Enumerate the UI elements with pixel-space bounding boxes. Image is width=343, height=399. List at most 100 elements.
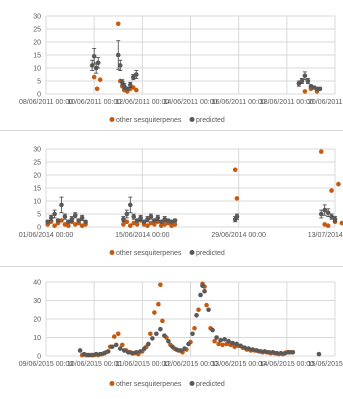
- point-predicted: [258, 349, 264, 354]
- point-predicted: [117, 346, 123, 351]
- point-predicted: [242, 345, 247, 350]
- point-other-sesquiterpenes: [212, 338, 217, 344]
- point-predicted: [150, 336, 155, 341]
- point-predicted: [182, 346, 187, 351]
- y-tick-label: 15: [33, 186, 41, 193]
- chart-2014: 0 5 10 15 20 25 30 01/06/2014 00:00 15/06/2014 0…: [19, 147, 343, 257]
- point-predicted: [218, 337, 223, 343]
- point-other-sesquiterpenes: [59, 218, 64, 223]
- point-predicted: [274, 350, 280, 356]
- point-predicted: [59, 202, 64, 208]
- y-tick-label: 0: [37, 92, 41, 99]
- x-tick-label: 14/06/2015 00:00: [260, 361, 315, 368]
- point-other-sesquiterpenes: [160, 318, 165, 324]
- point-predicted: [190, 331, 195, 337]
- point-predicted: [158, 219, 164, 225]
- legend-label: predicted: [196, 117, 225, 124]
- point-predicted: [234, 341, 239, 347]
- point-other-sesquiterpenes: [145, 223, 150, 228]
- point-predicted: [200, 283, 205, 288]
- point-predicted: [145, 216, 150, 222]
- point-predicted: [148, 214, 154, 219]
- point-predicted: [121, 348, 127, 353]
- point-predicted: [230, 340, 235, 346]
- point-predicted: [254, 348, 260, 353]
- point-predicted: [250, 347, 256, 352]
- point-predicted: [79, 215, 85, 221]
- point-predicted: [127, 82, 133, 88]
- point-predicted: [214, 335, 219, 340]
- point-other-sesquiterpenes: [152, 310, 157, 315]
- point-predicted: [55, 218, 61, 223]
- y-tick-label: 5: [37, 212, 41, 219]
- x-tick-label: 16/06/2011 00:00: [212, 99, 266, 106]
- x-tick-label: 11/06/2015 00:00: [115, 361, 169, 368]
- point-predicted: [198, 292, 203, 298]
- point-predicted: [113, 342, 119, 348]
- point-other-sesquiterpenes: [121, 222, 126, 227]
- point-predicted: [332, 216, 338, 222]
- point-predicted: [81, 351, 87, 357]
- point-other-sesquiterpenes: [124, 219, 130, 225]
- point-predicted: [278, 350, 284, 356]
- point-predicted: [91, 54, 97, 59]
- point-predicted: [290, 350, 296, 355]
- chart-panel-2015: 0 10 20 30 40 09/06/2015 00:00 10/06/2015 00:0…: [0, 270, 343, 394]
- y-tick-label: 5: [37, 79, 41, 86]
- point-predicted: [174, 347, 179, 352]
- point-predicted: [48, 215, 54, 221]
- point-predicted: [77, 348, 83, 353]
- x-tick-label: 29/06/2014 00:00: [211, 232, 266, 239]
- point-predicted: [246, 346, 252, 351]
- y-tick-label: 30: [33, 147, 41, 154]
- point-predicted: [124, 211, 130, 217]
- point-predicted: [134, 218, 140, 223]
- point-predicted: [166, 338, 171, 344]
- y-tick-label: 20: [33, 173, 41, 180]
- y-tick-label: 30: [33, 298, 41, 305]
- x-tick-label: 10/06/2015 00:00: [67, 361, 122, 368]
- point-other-sesquiterpenes: [158, 282, 163, 288]
- y-tick-label: 25: [33, 27, 41, 34]
- point-other-sesquiterpenes: [131, 85, 136, 90]
- point-other-sesquiterpenes: [119, 342, 125, 348]
- point-predicted: [238, 343, 243, 349]
- legend-marker-predicted: [189, 117, 195, 122]
- point-predicted: [318, 211, 324, 217]
- point-predicted: [305, 78, 311, 84]
- panel-divider: [0, 266, 343, 267]
- point-other-sesquiterpenes: [111, 334, 117, 339]
- point-predicted: [316, 351, 322, 357]
- point-other-sesquiterpenes: [94, 86, 100, 92]
- point-predicted: [109, 344, 115, 350]
- point-predicted: [325, 210, 331, 215]
- point-other-sesquiterpenes: [339, 220, 343, 226]
- x-tick-label: 09/06/2015 00:00: [19, 361, 74, 368]
- point-other-sesquiterpenes: [134, 87, 139, 93]
- legend-marker-predicted: [189, 250, 195, 255]
- point-other-sesquiterpenes: [156, 301, 161, 307]
- point-predicted: [142, 346, 147, 351]
- point-predicted: [234, 214, 240, 219]
- y-tick-label: 10: [33, 66, 41, 73]
- point-predicted: [210, 327, 215, 333]
- x-tick-label: 20/06/2011 00:00: [308, 99, 343, 106]
- point-other-sesquiterpenes: [66, 223, 71, 228]
- x-tick-label: 15/06/2014 00:00: [115, 232, 170, 239]
- point-predicted: [138, 215, 143, 221]
- point-predicted: [162, 333, 167, 338]
- y-tick-label: 25: [33, 160, 41, 167]
- point-predicted: [152, 218, 157, 223]
- point-predicted: [194, 313, 199, 318]
- point-predicted: [83, 219, 88, 225]
- point-other-sesquiterpenes: [115, 21, 121, 27]
- y-tick-label: 10: [33, 335, 41, 342]
- legend-marker-other-sesquiterpenes: [109, 381, 115, 386]
- x-tick-label: 01/06/2014 00:00: [19, 232, 74, 239]
- point-predicted: [178, 348, 183, 353]
- point-predicted: [129, 350, 135, 356]
- point-predicted: [206, 307, 211, 313]
- y-tick-label: 40: [33, 280, 41, 287]
- point-predicted: [202, 288, 207, 294]
